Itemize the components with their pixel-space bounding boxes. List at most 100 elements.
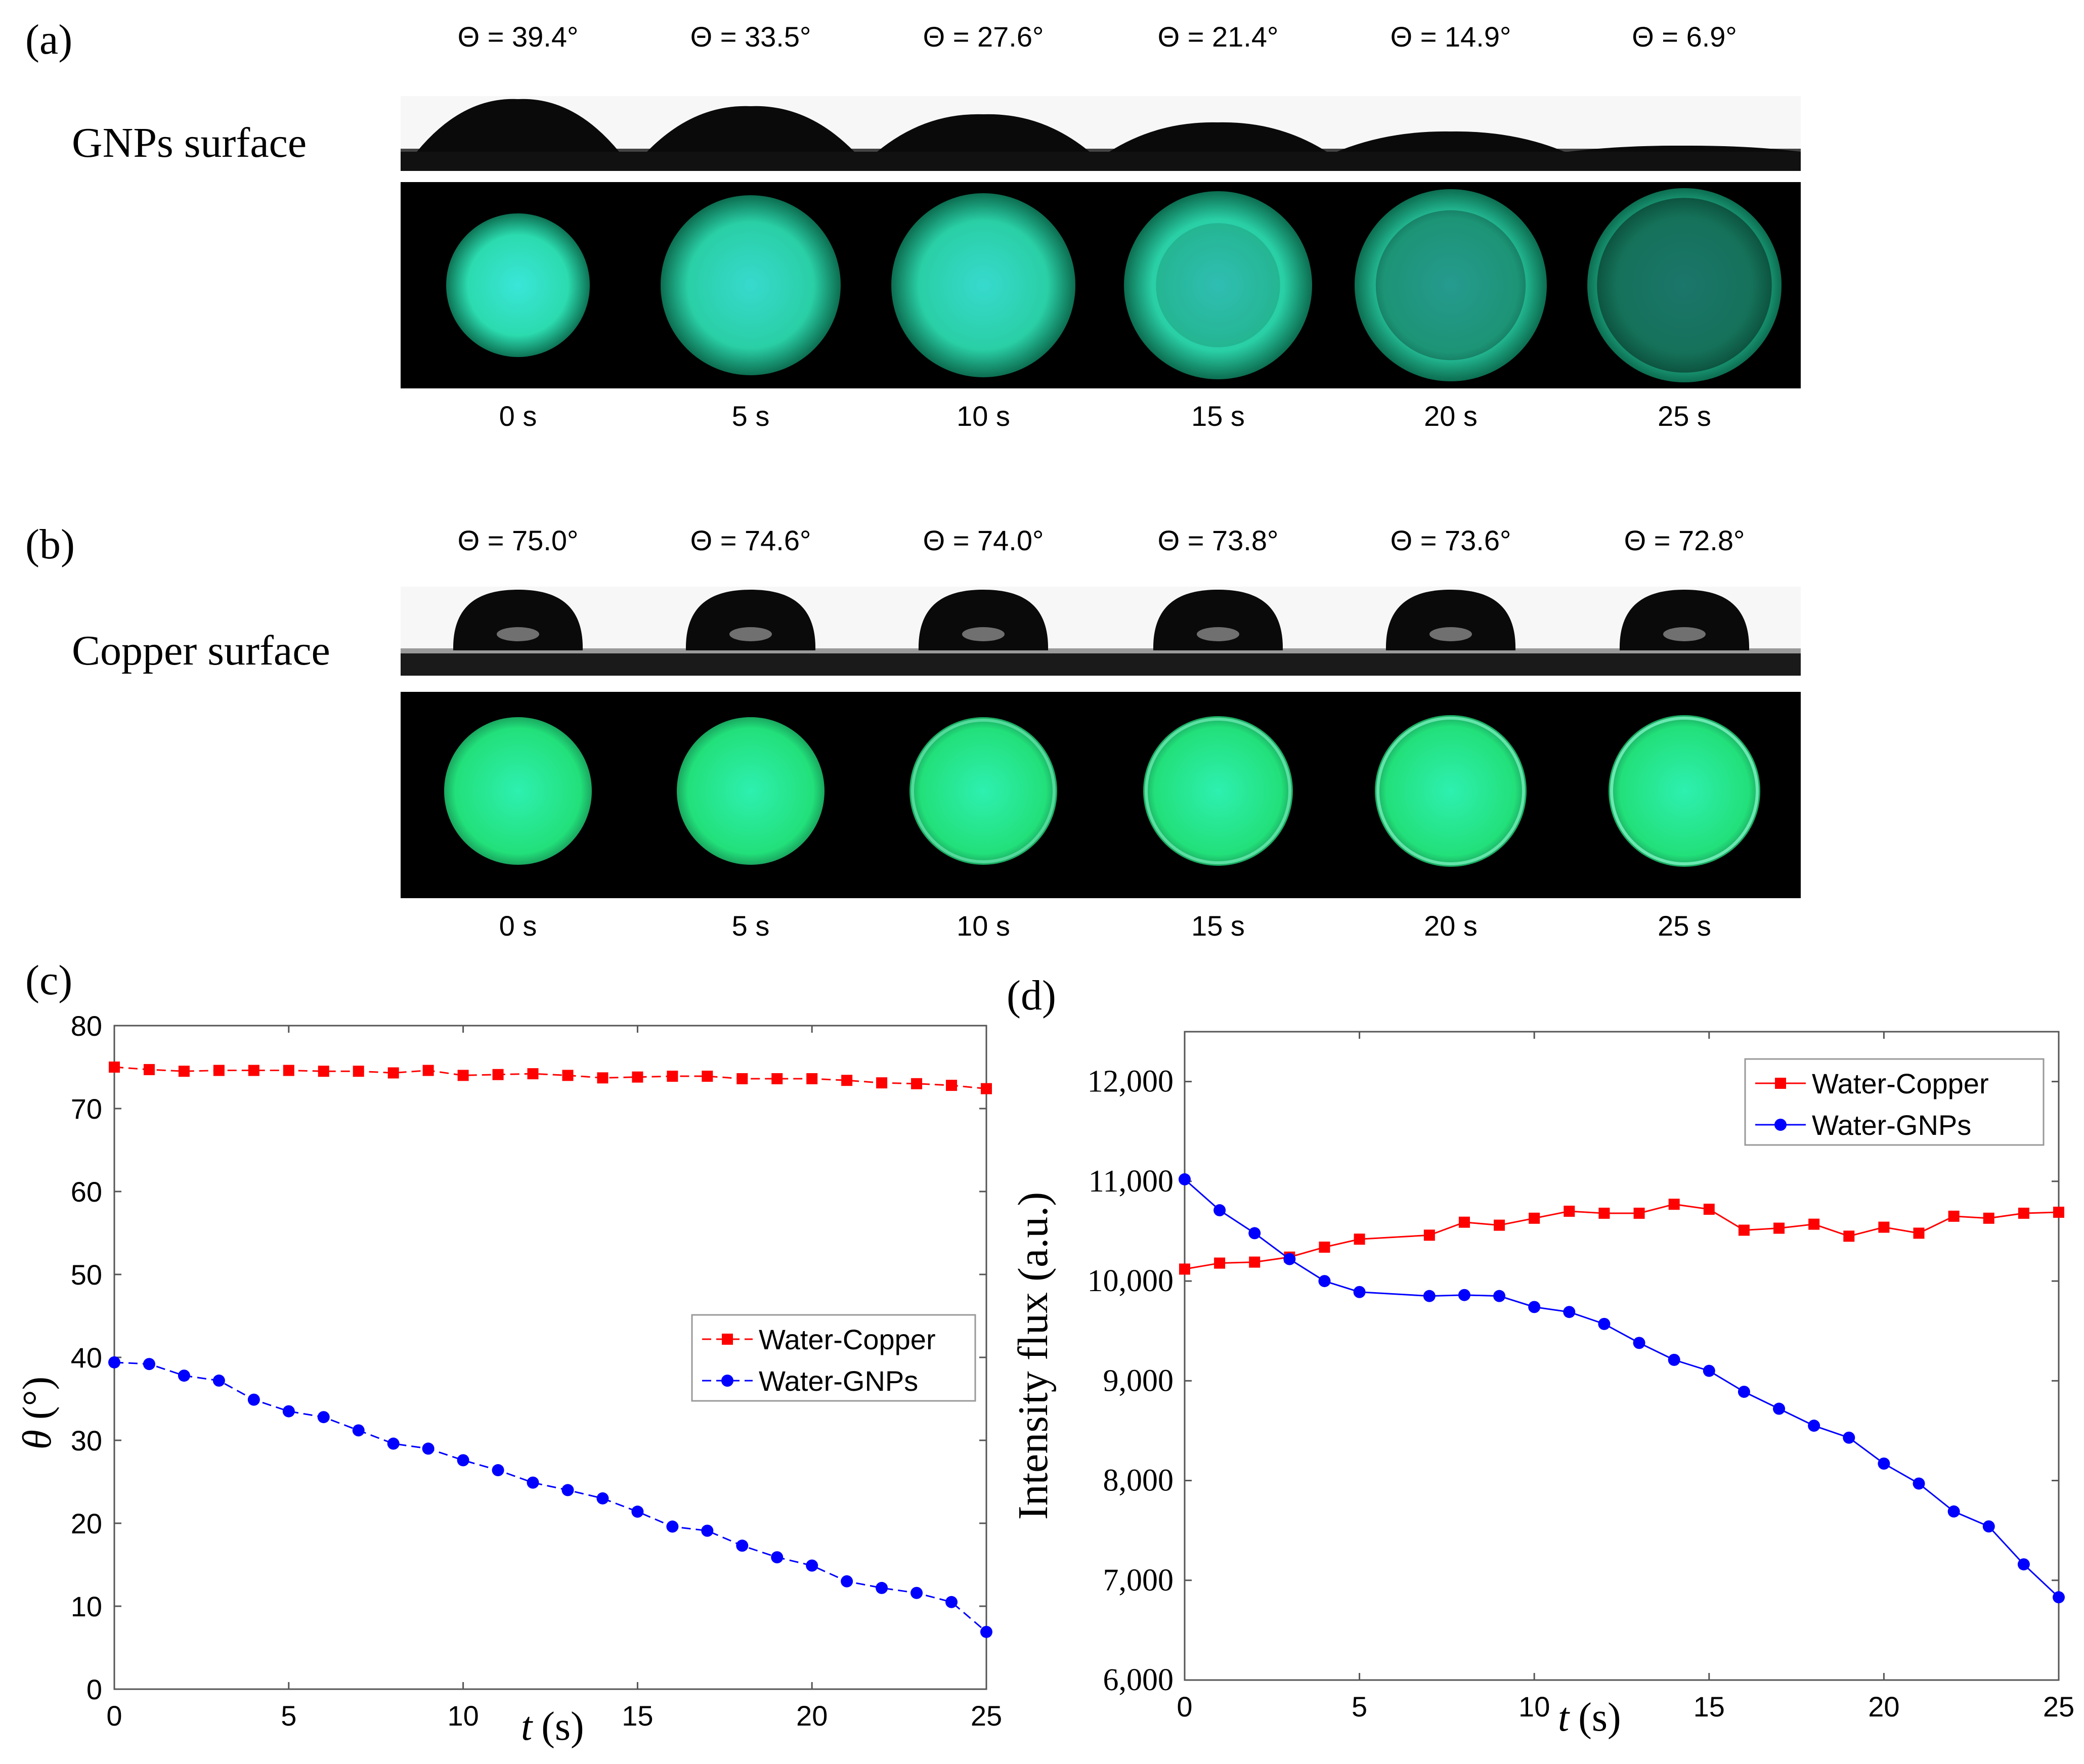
- copper-droplet-rim-3: [1145, 718, 1291, 864]
- panel-b-label: (b): [25, 521, 75, 568]
- chart-d-point-0: [1319, 1242, 1330, 1253]
- chart-d-point-0: [1668, 1199, 1680, 1210]
- chart-c-point-1: [422, 1442, 435, 1455]
- chart-c-point-0: [632, 1071, 643, 1083]
- gnps-surface-label: GNPs surface: [72, 119, 307, 166]
- chart-d-point-0: [1179, 1263, 1190, 1275]
- chart-d-point-0: [1458, 1216, 1470, 1228]
- chart-c-point-0: [143, 1064, 155, 1075]
- chart-c-point-1: [945, 1596, 958, 1608]
- chart-c-point-1: [631, 1506, 644, 1518]
- gnps-time-label-1: 5 s: [731, 400, 770, 432]
- gnps-contact-angle-label-5: Θ = 6.9°: [1632, 21, 1737, 53]
- panel-a-label: (a): [25, 16, 73, 63]
- chart-c-point-0: [527, 1068, 539, 1080]
- chart-c-point-1: [910, 1586, 923, 1599]
- chart-c-point-1: [841, 1575, 853, 1587]
- chart-c-legend-marker-1: [721, 1375, 733, 1387]
- chart-c-y-tick-label: 20: [71, 1508, 102, 1539]
- chart-d-point-0: [1564, 1206, 1575, 1217]
- chart-d-y-tick-label: 10,000: [1088, 1264, 1174, 1298]
- chart-c-y-tick-label: 40: [71, 1342, 102, 1374]
- chart-d-x-tick-label: 10: [1518, 1691, 1550, 1723]
- chart-d-legend-label-1: Water-GNPs: [1812, 1109, 1971, 1141]
- chart-d-point-0: [1808, 1218, 1820, 1230]
- chart-c-point-0: [213, 1065, 225, 1076]
- gnps-contact-angle-label-0: Θ = 39.4°: [457, 21, 579, 53]
- copper-droplet-reflection-2: [962, 627, 1005, 641]
- chart-d-legend-label-0: Water-Copper: [1812, 1068, 1989, 1099]
- chart-d-point-1: [1598, 1317, 1611, 1330]
- chart-c-point-1: [980, 1625, 992, 1638]
- chart-d-y-tick-label: 7,000: [1103, 1563, 1174, 1598]
- chart-d-point-0: [2053, 1206, 2064, 1218]
- chart-c-point-1: [666, 1520, 679, 1533]
- chart-c-point-0: [457, 1070, 469, 1081]
- chart-d-point-1: [1878, 1458, 1890, 1470]
- gnps-side-view-strip: [401, 96, 1801, 171]
- chart-c-point-0: [492, 1069, 504, 1080]
- gnps-droplet-profile-0: [417, 99, 619, 152]
- chart-c-point-0: [911, 1078, 923, 1089]
- panel-c-label: (c): [25, 957, 73, 1004]
- chart-c-point-0: [981, 1083, 992, 1094]
- chart-c-point-0: [736, 1073, 748, 1084]
- chart-d-point-0: [1948, 1210, 1960, 1222]
- chart-d-point-1: [1947, 1505, 1960, 1518]
- gnps-time-label-0: 0 s: [499, 400, 537, 432]
- gnps-contact-angle-label-1: Θ = 33.5°: [690, 21, 811, 53]
- copper-contact-angle-label-3: Θ = 73.8°: [1157, 524, 1279, 556]
- chart-d-point-1: [1248, 1227, 1261, 1240]
- chart-c-x-tick-label: 5: [281, 1700, 296, 1732]
- chart-c-y-axis-var: θ: [15, 1430, 60, 1449]
- copper-time-label-3: 15 s: [1191, 910, 1245, 942]
- chart-d-point-1: [1982, 1520, 1995, 1533]
- copper-droplet-top-2: [909, 717, 1057, 865]
- copper-time-label-4: 20 s: [1424, 910, 1478, 942]
- copper-droplet-rim-5: [1610, 717, 1759, 865]
- chart-d-x-tick-label: 0: [1177, 1691, 1192, 1723]
- copper-droplet-profile-5: [1619, 590, 1750, 650]
- chart-d-point-0: [1913, 1227, 1925, 1239]
- chart-c-y-tick-label: 70: [71, 1093, 102, 1125]
- chart-c-point-0: [702, 1071, 713, 1082]
- gnps-droplet-profile-1: [647, 106, 854, 152]
- copper-droplet-top-3: [1143, 716, 1293, 866]
- chart-c-point-1: [527, 1476, 539, 1489]
- chart-d-point-0: [1843, 1230, 1855, 1242]
- chart-d-x-tick-label: 25: [2043, 1691, 2074, 1723]
- chart-c-point-0: [353, 1066, 364, 1077]
- gnps-droplet-dark-core-4: [1375, 210, 1526, 361]
- chart-c-x-tick-label: 20: [796, 1700, 828, 1732]
- chart-d-series-line-0: [1184, 1203, 2059, 1270]
- copper-droplet-reflection-5: [1663, 627, 1706, 641]
- gnps-time-label-4: 20 s: [1424, 400, 1478, 432]
- gnps-droplet-profile-3: [1109, 122, 1327, 152]
- gnps-time-label-5: 25 s: [1658, 400, 1711, 432]
- chart-d-x-axis-label: t (s): [1558, 1695, 1621, 1740]
- chart-d-point-0: [1423, 1229, 1435, 1241]
- gnps-droplet-dark-core-3: [1156, 223, 1280, 347]
- chart-d-legend: [1744, 1058, 2045, 1146]
- chart-d-point-0: [1983, 1212, 1994, 1224]
- chart-c-point-1: [247, 1393, 260, 1406]
- chart-c-point-0: [876, 1077, 888, 1089]
- chart-c-x-axis-var: t: [521, 1704, 533, 1749]
- gnps-droplet-top-2: [891, 193, 1075, 377]
- chart-c-x-axis-unit: (s): [541, 1704, 584, 1749]
- chart-c-point-1: [596, 1492, 609, 1505]
- copper-droplet-profile-2: [918, 590, 1049, 650]
- copper-droplet-profile-3: [1153, 590, 1283, 650]
- chart-d-point-1: [2053, 1591, 2065, 1604]
- chart-d-point-0: [1633, 1207, 1645, 1219]
- gnps-droplet-profile-4: [1337, 131, 1565, 152]
- chart-d-point-1: [1668, 1353, 1680, 1366]
- chart-c-point-0: [946, 1080, 958, 1091]
- chart-d-point-1: [1213, 1204, 1226, 1217]
- copper-top-view-strip: [401, 692, 1801, 898]
- chart-c-point-1: [282, 1405, 295, 1418]
- gnps-contact-angle-label-3: Θ = 21.4°: [1157, 21, 1279, 53]
- chart-d-x-axis-var: t: [1558, 1695, 1570, 1740]
- copper-droplet-rim-2: [911, 719, 1056, 863]
- chart-c-y-tick-label: 60: [71, 1176, 102, 1208]
